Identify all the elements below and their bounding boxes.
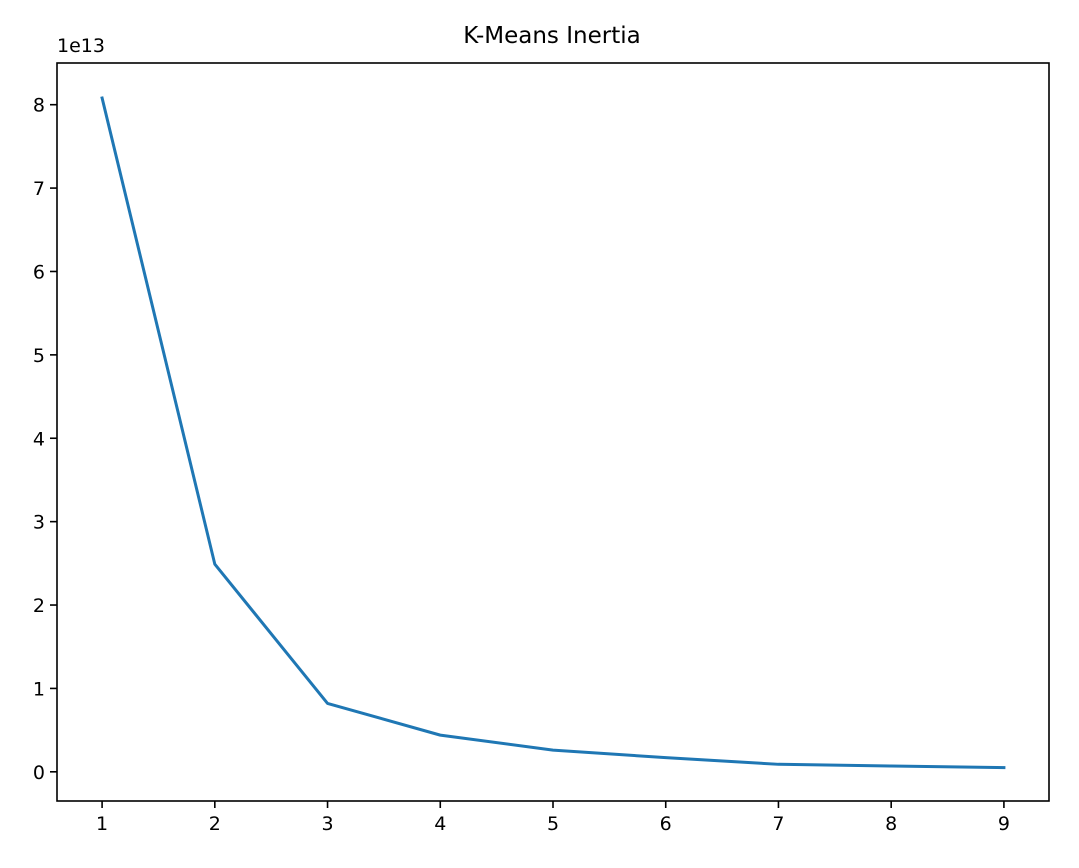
x-tick-label: 1 [96,813,108,835]
y-tick-label: 3 [33,512,45,534]
x-tick-label: 7 [772,813,784,835]
series-points [101,97,1005,768]
x-tick-label: 3 [321,813,333,835]
y-tick-label: 8 [33,95,45,117]
x-axis-ticks: 1 2 3 4 5 6 7 8 9 [96,801,1010,835]
x-tick-label: 2 [209,813,221,835]
y-tick-label: 7 [33,178,45,200]
y-tick-label: 0 [33,762,45,784]
y-tick-label: 6 [33,261,45,283]
plot-frame [56,62,1050,802]
y-offset-label: 1e13 [57,35,105,57]
x-tick-label: 4 [434,813,446,835]
y-tick-label: 1 [33,678,45,700]
x-tick-label: 6 [660,813,672,835]
y-axis-ticks: 0 1 2 3 4 5 6 7 8 [33,95,57,784]
x-tick-label: 5 [547,813,559,835]
x-tick-label: 9 [998,813,1010,835]
x-tick-label: 8 [885,813,897,835]
chart-title: K-Means Inertia [463,23,640,49]
y-tick-label: 4 [33,428,45,450]
y-tick-label: 2 [33,595,45,617]
y-tick-label: 5 [33,345,45,367]
